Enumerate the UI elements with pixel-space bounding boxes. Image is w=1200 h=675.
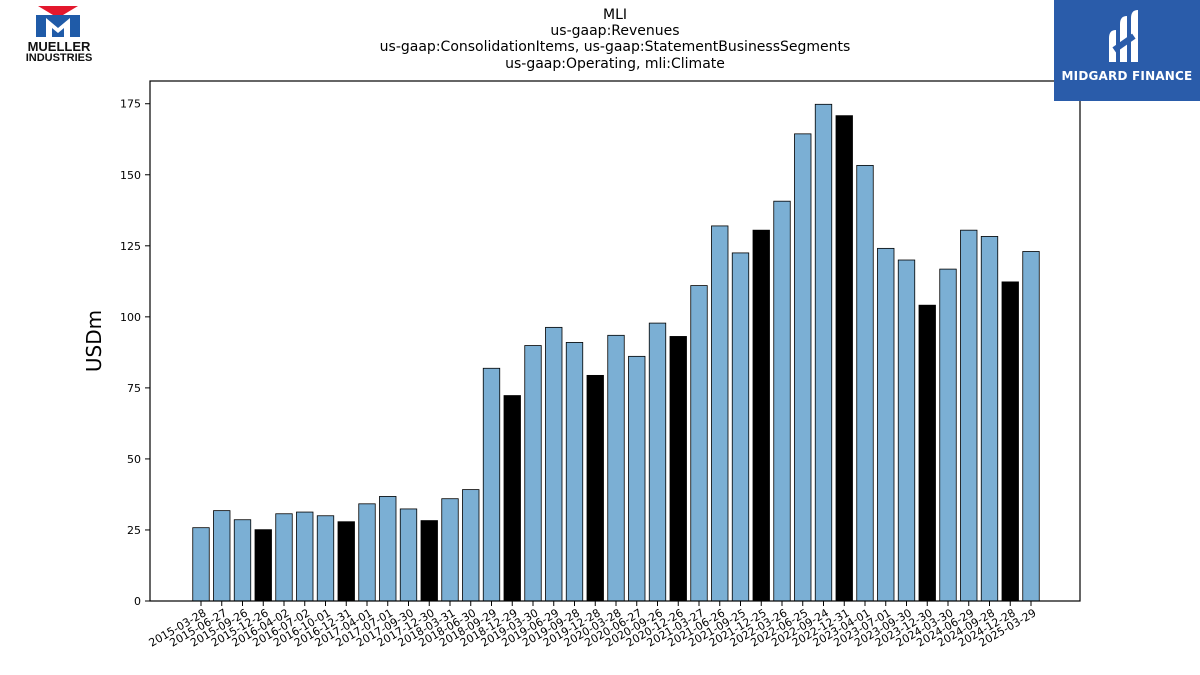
bar-2017-12-30 bbox=[420, 520, 438, 602]
bar-2021-06-26 bbox=[711, 225, 729, 602]
bar-2019-09-28 bbox=[565, 342, 584, 602]
bar-2017-07-01 bbox=[379, 496, 397, 602]
y-tick-label-50: 50 bbox=[127, 453, 141, 466]
bar-2018-06-30 bbox=[462, 489, 480, 602]
bar-2015-12-26 bbox=[254, 529, 272, 602]
y-tick-label-125: 125 bbox=[120, 240, 141, 253]
bar-2024-03-30 bbox=[939, 268, 957, 602]
bar-2018-09-29 bbox=[482, 367, 501, 602]
bar-2023-04-01 bbox=[856, 164, 874, 602]
bar-2020-09-26 bbox=[648, 322, 667, 602]
y-axis-label: USDm bbox=[82, 310, 106, 372]
title-line-ticker: MLI bbox=[602, 7, 627, 23]
bar-2022-09-24 bbox=[814, 103, 833, 602]
bar-2020-03-28 bbox=[607, 334, 625, 602]
bar-2015-06-27 bbox=[213, 510, 231, 602]
bar-2020-12-26 bbox=[669, 336, 687, 602]
bar-2019-06-29 bbox=[545, 326, 563, 602]
logo-left-line1: MUELLER bbox=[27, 39, 91, 54]
title-line-axes: us-gaap:ConsolidationItems, us-gaap:Stat… bbox=[379, 39, 851, 55]
y-tick-label-150: 150 bbox=[120, 169, 141, 182]
title-line-members: us-gaap:Operating, mli:Climate bbox=[505, 56, 725, 72]
bar-2016-10-01 bbox=[316, 515, 335, 602]
bar-2019-12-28 bbox=[586, 374, 604, 602]
bar-2022-12-31 bbox=[835, 115, 853, 602]
bar-2018-03-31 bbox=[441, 498, 459, 602]
midgard-emblem-icon bbox=[1109, 10, 1138, 62]
bar-2017-09-30 bbox=[399, 508, 418, 602]
y-tick-label-25: 25 bbox=[127, 524, 141, 537]
bar-2017-04-01 bbox=[358, 503, 376, 602]
bar-2024-06-29 bbox=[960, 229, 978, 602]
bar-2023-07-01 bbox=[877, 247, 895, 602]
bar-2015-03-28 bbox=[192, 527, 210, 602]
bar-2021-03-27 bbox=[690, 285, 708, 602]
plot-frame bbox=[149, 80, 1081, 602]
midgard-finance-logo: MIDGARD FINANCE bbox=[1054, 0, 1200, 101]
y-tick-label-100: 100 bbox=[120, 311, 141, 324]
bar-2022-06-25 bbox=[794, 133, 812, 602]
bar-2024-09-28 bbox=[980, 236, 999, 602]
bar-2022-03-26 bbox=[773, 200, 791, 602]
bar-2023-12-30 bbox=[918, 304, 936, 602]
bar-2016-04-02 bbox=[275, 513, 293, 602]
mueller-emblem-icon bbox=[36, 6, 80, 37]
y-tick-label-75: 75 bbox=[127, 382, 141, 395]
bar-2016-12-31 bbox=[337, 521, 355, 602]
bar-2015-09-26 bbox=[233, 519, 252, 602]
bar-2025-03-29 bbox=[1022, 251, 1040, 602]
bar-2018-12-29 bbox=[503, 395, 521, 602]
bar-2021-09-25 bbox=[731, 252, 750, 602]
mueller-industries-logo: MUELLER INDUSTRIES bbox=[14, 6, 104, 66]
bar-2016-07-02 bbox=[296, 511, 314, 602]
title-line-concept: us-gaap:Revenues bbox=[550, 23, 680, 39]
y-tick-label-0: 0 bbox=[134, 595, 141, 608]
y-tick-label-175: 175 bbox=[120, 98, 141, 111]
bar-2024-12-28 bbox=[1001, 281, 1019, 602]
logo-left-line2: INDUSTRIES bbox=[25, 52, 93, 64]
bar-2021-12-25 bbox=[752, 229, 770, 602]
bar-2020-06-27 bbox=[628, 355, 646, 602]
bar-2019-03-30 bbox=[524, 345, 542, 602]
bar-2023-09-30 bbox=[897, 259, 916, 602]
logo-right-text: MIDGARD FINANCE bbox=[1061, 69, 1193, 83]
